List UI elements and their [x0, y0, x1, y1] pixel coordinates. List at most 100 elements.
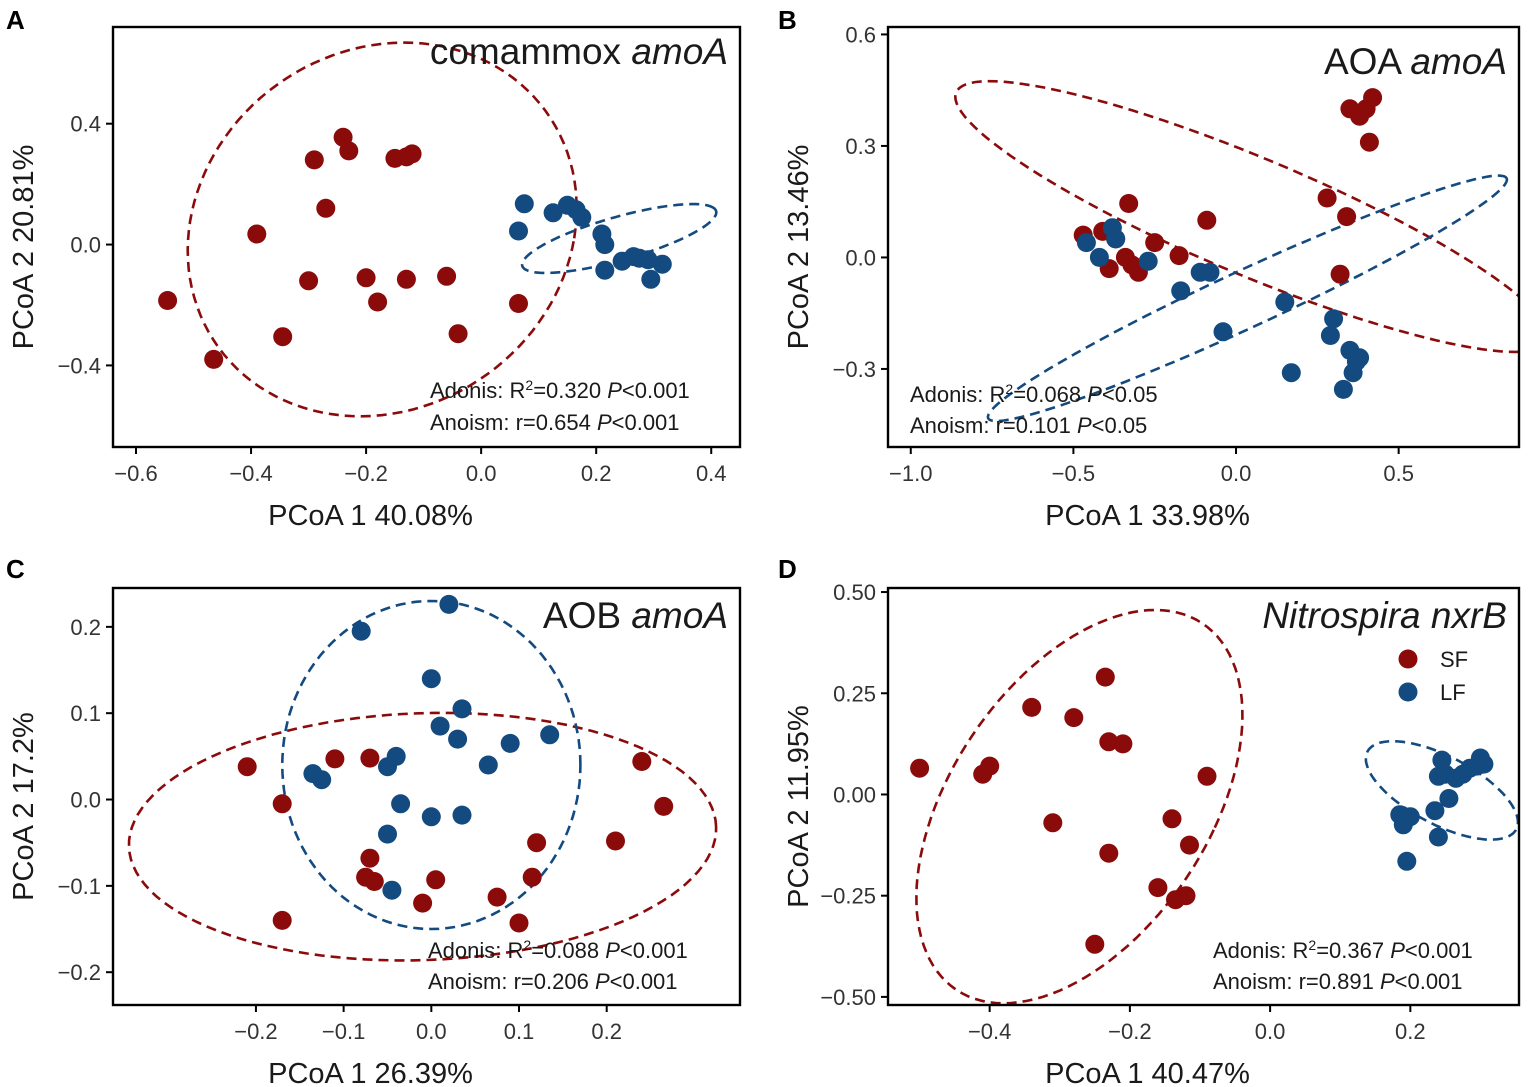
x-tick-label: −0.4	[229, 461, 272, 486]
point-sf	[368, 292, 388, 312]
y-tick-label: 0.1	[70, 701, 101, 726]
ellipse-lf	[986, 174, 1509, 423]
point-sf	[606, 831, 625, 851]
point-lf	[430, 716, 450, 736]
point-lf	[1281, 363, 1301, 383]
point-lf	[1213, 322, 1233, 342]
point-sf	[325, 749, 345, 769]
point-sf	[1162, 809, 1182, 829]
point-lf	[452, 805, 472, 825]
point-sf	[247, 224, 267, 244]
point-sf	[1099, 732, 1119, 752]
point-sf	[1119, 194, 1139, 213]
point-sf	[1064, 708, 1084, 728]
point-sf	[1085, 934, 1105, 954]
point-sf	[158, 291, 178, 310]
adonis-stat: Adonis: R2=0.320 P<0.001	[430, 377, 690, 403]
panel-c: C −0.2 −0.1 0.0 0.1 0.2 −0.2 −0.1 0.0 0.1 0.2 PCoA …	[6, 554, 742, 1087]
plot-title: comammox amoA	[430, 31, 728, 72]
ellipse-sf	[186, 41, 579, 418]
y-axis-title: PCoA 2 13.46%	[783, 145, 815, 350]
point-sf	[1363, 88, 1383, 108]
panel-label: B	[778, 5, 797, 35]
point-lf	[500, 733, 520, 753]
point-lf	[1275, 292, 1295, 312]
point-lf	[1200, 262, 1220, 282]
point-lf	[638, 250, 658, 270]
point-sf	[273, 327, 293, 347]
point-sf	[1337, 207, 1357, 227]
point-sf	[1359, 132, 1379, 152]
y-tick-label: 0.00	[833, 782, 876, 807]
plot-title: Nitrospira nxrB	[1262, 595, 1507, 636]
point-sf	[522, 867, 542, 887]
point-sf	[1113, 734, 1133, 754]
point-sf	[487, 887, 507, 907]
point-sf	[1180, 835, 1199, 855]
point-lf	[1324, 309, 1344, 329]
point-lf	[1138, 251, 1158, 271]
point-sf	[204, 349, 224, 369]
point-sf	[654, 796, 674, 816]
panel-label: C	[6, 554, 25, 584]
point-sf	[396, 269, 416, 289]
point-lf	[1439, 789, 1459, 808]
y-axis-title: PCoA 2 11.95%	[783, 705, 815, 908]
point-lf	[1428, 827, 1448, 847]
x-tick-label: 0.2	[1395, 1019, 1426, 1044]
point-sf	[413, 893, 433, 913]
point-lf	[439, 594, 459, 614]
point-sf	[272, 794, 292, 814]
confidence-ellipses	[186, 41, 718, 418]
data-points	[237, 594, 674, 933]
point-sf	[1095, 667, 1115, 687]
x-tick-label: 0.0	[1255, 1019, 1286, 1044]
plot-frame	[886, 25, 1521, 449]
point-lf	[378, 824, 397, 844]
plot-frame	[111, 586, 742, 1007]
data-points	[910, 667, 1494, 954]
point-lf	[452, 699, 472, 719]
point-sf	[402, 144, 422, 164]
y-tick-label: 0.6	[845, 22, 876, 47]
plot-frame	[111, 25, 742, 449]
point-sf	[1317, 188, 1337, 208]
point-lf	[641, 269, 661, 289]
point-lf	[595, 260, 615, 280]
y-tick-label: −0.25	[820, 884, 876, 909]
point-sf	[980, 756, 1000, 776]
y-tick-label: −0.50	[820, 985, 876, 1010]
point-sf	[316, 198, 336, 218]
point-sf	[527, 833, 547, 853]
legend-marker-sf	[1398, 649, 1418, 669]
y-tick-label: 0.25	[833, 681, 876, 706]
ellipse-lf	[520, 202, 718, 275]
point-sf	[1145, 233, 1165, 253]
point-sf	[1169, 246, 1189, 266]
point-lf	[1474, 754, 1494, 774]
point-lf	[1076, 233, 1096, 253]
point-sf	[509, 294, 528, 313]
point-lf	[595, 235, 615, 255]
point-lf	[572, 207, 592, 227]
y-tick-label: −0.4	[58, 353, 101, 378]
x-tick-label: −0.4	[968, 1019, 1011, 1044]
point-sf	[299, 271, 319, 291]
point-lf	[509, 221, 528, 241]
x-tick-label: 0.2	[591, 1019, 622, 1044]
point-lf	[1089, 247, 1109, 267]
point-sf	[1043, 813, 1063, 833]
x-tick-label: 0.1	[504, 1019, 535, 1044]
ellipse-lf	[280, 599, 582, 931]
y-tick-label: 0.0	[845, 245, 876, 270]
point-lf	[382, 880, 402, 900]
panel-d: D −0.4 −0.2 0.0 0.2 −0.50 −0.25 0.00 0.25 0.50 PCo…	[778, 554, 1521, 1087]
point-sf	[509, 913, 529, 933]
confidence-ellipses	[953, 79, 1519, 423]
legend-label-lf: LF	[1440, 680, 1466, 705]
x-axis-title: PCoA 1 26.39%	[268, 1058, 473, 1087]
legend-label-sf: SF	[1440, 647, 1468, 672]
point-lf	[1320, 326, 1340, 345]
plot-title: AOB amoA	[543, 595, 728, 636]
legend-marker-lf	[1398, 682, 1418, 702]
